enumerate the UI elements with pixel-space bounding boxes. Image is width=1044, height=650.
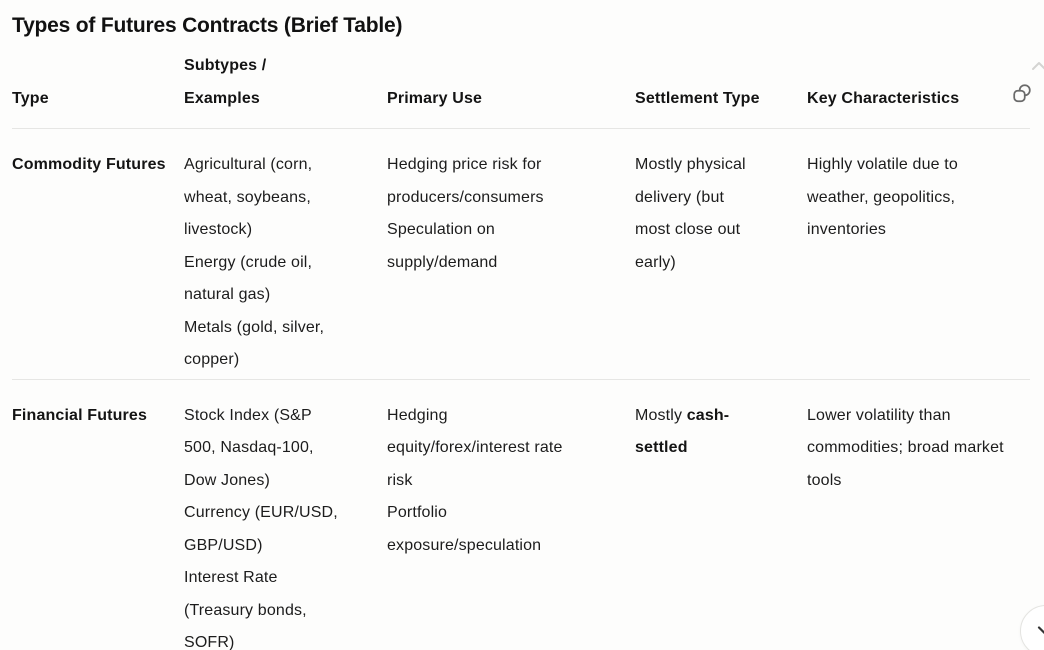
column-header-key-characteristics: Key Characteristics [807, 50, 1030, 129]
primary-use-item: Speculation on supply/demand [387, 221, 498, 271]
page-title: Types of Futures Contracts (Brief Table) [12, 14, 403, 37]
settlement-emphasis: cash-settled [635, 406, 730, 457]
column-header-type: Type [12, 50, 184, 129]
cell-key-characteristics: Highly volatile due to weather, geopolit… [807, 128, 1030, 380]
cell-settlement-type: Mostly cash-settled [635, 379, 807, 650]
subtype-item: Agricultural (corn, wheat, soybeans, liv… [184, 156, 313, 238]
subtype-item: Energy (crude oil, natural gas) [184, 253, 313, 304]
column-header-subtypes-examples: Subtypes / Examples [184, 50, 387, 129]
subtype-item: Currency (EUR/USD, GBP/USD) [184, 504, 338, 554]
cell-primary-use: Hedging equity/forex/interest rate risk … [387, 379, 635, 650]
futures-contracts-table: Type Subtypes / Examples Primary Use Set… [12, 50, 1030, 650]
futures-table-page: Types of Futures Contracts (Brief Table)… [0, 11, 1044, 650]
table-header-row: Type Subtypes / Examples Primary Use Set… [12, 50, 1030, 129]
table-row-commodity-futures: Commodity Futures Agricultural (corn, wh… [12, 128, 1030, 380]
column-header-settlement-type: Settlement Type [635, 50, 807, 129]
cell-settlement-type: Mostly physical delivery (but most close… [635, 128, 807, 380]
table-row-financial-futures: Financial Futures Stock Index (S&P 500, … [12, 379, 1030, 650]
cell-primary-use: Hedging price risk for producers/consume… [387, 128, 635, 380]
settlement-text: Mostly [635, 406, 687, 424]
cell-type: Financial Futures [12, 406, 148, 424]
chevron-down-icon [1037, 625, 1044, 637]
cell-subtypes: Agricultural (corn, wheat, soybeans, liv… [184, 128, 387, 380]
primary-use-item: Portfolio exposure/speculation [387, 504, 542, 554]
primary-use-item: Hedging price risk for producers/consume… [387, 156, 544, 206]
cell-key-characteristics: Lower volatility than commodities; broad… [807, 406, 1004, 489]
column-header-primary-use: Primary Use [387, 50, 635, 129]
subtype-item: Metals (gold, silver, copper) [184, 318, 325, 369]
chevron-up-icon [1031, 60, 1044, 72]
copy-button[interactable] [1011, 82, 1033, 104]
subtype-item: Interest Rate (Treasury bonds, SOFR) [184, 569, 307, 650]
cell-type: Commodity Futures [12, 128, 184, 380]
subtype-item: Stock Index (S&P 500, Nasdaq-100, Dow Jo… [184, 406, 314, 489]
settlement-text: Mostly physical delivery (but most close… [635, 156, 746, 271]
cell-subtypes: Stock Index (S&P 500, Nasdaq-100, Dow Jo… [184, 379, 387, 650]
copy-icon [1011, 82, 1033, 104]
primary-use-item: Hedging equity/forex/interest rate risk [387, 406, 563, 489]
